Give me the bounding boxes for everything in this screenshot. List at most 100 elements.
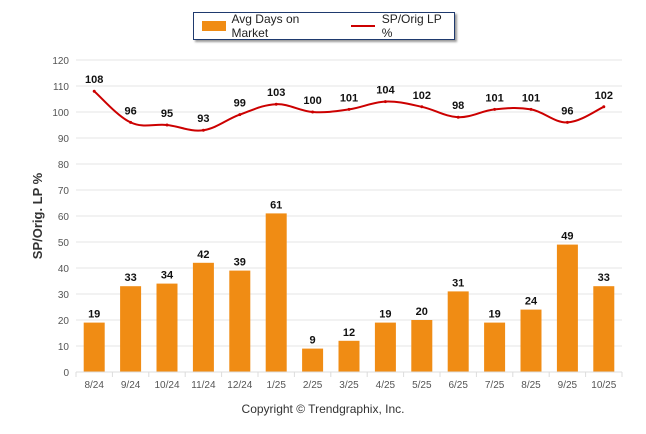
- y-tick-label: 80: [58, 160, 70, 171]
- y-tick-label: 30: [58, 290, 70, 301]
- data-labels: 19 33 34 42 39 61 9 12 19 20 31 19 24 49 33 108 96 95 93 99…: [85, 74, 613, 346]
- line-point: [129, 120, 133, 124]
- y-tick-label: 60: [58, 212, 70, 223]
- line-point: [92, 89, 96, 93]
- bar-data-label: 19: [488, 309, 500, 321]
- line-point: [529, 107, 533, 111]
- x-tick-label: 2/25: [303, 380, 323, 391]
- x-tick-label: 9/24: [121, 380, 141, 391]
- bar-data-label: 12: [343, 327, 355, 339]
- line-data-label: 103: [267, 87, 285, 99]
- line-data-label: 101: [522, 92, 540, 104]
- bar-data-label: 19: [88, 309, 100, 321]
- y-tick-label: 50: [58, 238, 70, 249]
- line-point: [493, 107, 497, 111]
- bar: [192, 262, 214, 372]
- legend-label-avg-days: Avg Days on Market: [231, 12, 300, 40]
- x-tick-label: 1/25: [266, 380, 286, 391]
- x-tick-label: 12/24: [227, 380, 252, 391]
- y-tick-label: 20: [58, 316, 70, 327]
- bar-data-label: 33: [598, 272, 610, 284]
- legend-label-sp-orig-lp: SP/Orig LP %: [381, 12, 442, 40]
- x-tick-label: 10/25: [591, 380, 616, 391]
- line-point: [311, 110, 315, 114]
- bar: [520, 309, 542, 372]
- line-point: [383, 100, 387, 104]
- y-tick-label: 70: [58, 186, 70, 197]
- line-data-label: 96: [561, 105, 573, 117]
- bar-data-label: 9: [310, 335, 316, 347]
- legend-swatch-sp-orig-lp: [351, 25, 375, 27]
- y-tick-label: 10: [58, 342, 70, 353]
- line-data-label: 95: [161, 108, 173, 120]
- y-axis-title: SP/Orig. LP %: [30, 172, 45, 259]
- y-tick-label: 100: [52, 108, 69, 119]
- bar: [447, 291, 469, 372]
- line-point: [238, 113, 242, 117]
- line-data-label: 102: [595, 90, 613, 102]
- bar: [265, 213, 287, 372]
- bar-data-label: 49: [561, 231, 573, 243]
- line-series: [92, 89, 606, 132]
- bar: [338, 340, 360, 372]
- bar-data-label: 19: [379, 309, 391, 321]
- line-point: [201, 128, 205, 132]
- bar: [120, 286, 142, 372]
- bar-data-label: 20: [416, 306, 428, 318]
- legend-swatch-avg-days: [202, 21, 226, 31]
- x-tick-label: 3/25: [339, 380, 359, 391]
- x-tick-label: 11/24: [191, 380, 216, 391]
- line-point: [274, 102, 278, 106]
- line-data-label: 101: [340, 92, 358, 104]
- bar-data-label: 33: [124, 272, 136, 284]
- line-data-label: 99: [234, 98, 246, 110]
- bar: [484, 322, 506, 372]
- x-tick-label: 10/24: [154, 380, 179, 391]
- line-data-label: 100: [303, 95, 321, 107]
- x-tick-label: 6/25: [448, 380, 468, 391]
- line-point: [347, 107, 351, 111]
- chart-legend: Avg Days on Market SP/Orig LP %: [193, 12, 455, 40]
- line-data-label: 101: [485, 92, 503, 104]
- line-point: [165, 123, 169, 127]
- bar: [229, 270, 251, 372]
- x-tick-label: 8/24: [84, 380, 104, 391]
- line-data-label: 96: [124, 105, 136, 117]
- line-point: [565, 120, 569, 124]
- bar: [302, 348, 324, 372]
- x-axis: 8/24 9/24 10/24 11/24 12/24 1/25 2/25 3/25 4/25 5…: [75, 371, 623, 391]
- line-point: [602, 105, 606, 109]
- bar-data-label: 39: [234, 257, 246, 269]
- x-tick-label: 4/25: [376, 380, 396, 391]
- y-axis-ticks: 0 10 20 30 40 50 60 70 80 90 100 110 120: [52, 56, 69, 379]
- line-data-label: 108: [85, 74, 103, 86]
- bar: [374, 322, 396, 372]
- bar-data-label: 24: [525, 296, 538, 308]
- x-tick-label: 9/25: [558, 380, 578, 391]
- bar-data-label: 42: [197, 249, 209, 261]
- y-tick-label: 110: [53, 82, 69, 93]
- line-point: [456, 115, 460, 119]
- copyright-text: Copyright © Trendgraphix, Inc.: [241, 402, 405, 416]
- y-tick-label: 0: [63, 368, 69, 379]
- bar: [556, 244, 578, 372]
- line-data-label: 102: [413, 90, 431, 102]
- y-tick-label: 90: [58, 134, 70, 145]
- y-tick-label: 120: [52, 56, 69, 67]
- x-tick-label: 8/25: [521, 380, 541, 391]
- bar-data-label: 31: [452, 277, 464, 289]
- x-tick-label: 5/25: [412, 380, 432, 391]
- line-data-label: 98: [452, 100, 464, 112]
- y-tick-label: 40: [58, 264, 70, 275]
- line-point: [420, 105, 424, 109]
- bar-data-label: 61: [270, 199, 282, 211]
- line-data-label: 104: [376, 85, 395, 97]
- x-tick-label: 7/25: [485, 380, 505, 391]
- bar: [411, 320, 433, 372]
- bar-series: [83, 213, 615, 372]
- bar: [156, 283, 178, 372]
- bar: [83, 322, 105, 372]
- bar-data-label: 34: [161, 270, 174, 282]
- bar: [593, 286, 615, 372]
